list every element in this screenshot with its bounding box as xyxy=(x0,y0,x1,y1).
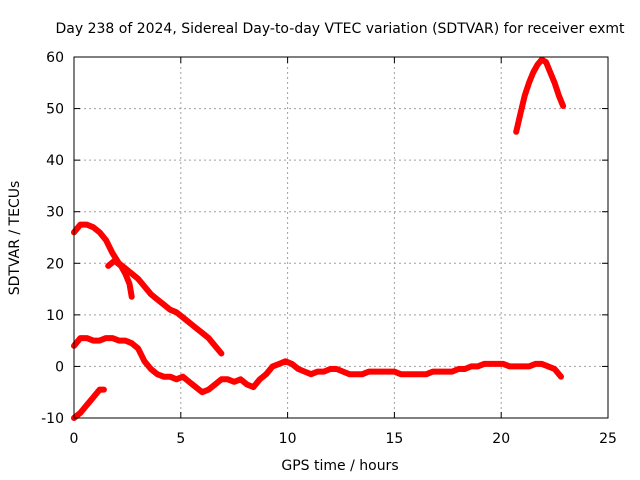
y-tick-label: 30 xyxy=(46,205,64,221)
x-tick-label: 25 xyxy=(599,431,617,447)
x-tick-label: 10 xyxy=(279,431,297,447)
y-tick-label: 40 xyxy=(46,153,64,169)
series-line-arc-e xyxy=(513,56,567,135)
series-line-arc-b xyxy=(105,257,135,300)
x-tick-label: 15 xyxy=(385,431,403,447)
x-tick-label: 5 xyxy=(176,431,185,447)
series-line-arc-a xyxy=(71,221,225,357)
chart-title: Day 238 of 2024, Sidereal Day-to-day VTE… xyxy=(56,21,626,37)
y-tick-label: -10 xyxy=(41,411,64,427)
tick-layer: 0 5 10 15 20 25 -10 0 10 20 30 40 50 60 xyxy=(41,50,617,447)
series-layer xyxy=(71,56,567,421)
y-tick-label: 50 xyxy=(46,102,64,118)
x-axis-label: GPS time / hours xyxy=(281,458,398,474)
y-tick-label: 0 xyxy=(55,359,64,375)
y-tick-label: 20 xyxy=(46,256,64,272)
y-tick-label: 10 xyxy=(46,308,64,324)
series-line-arc-d xyxy=(71,386,107,421)
x-tick-label: 0 xyxy=(70,431,79,447)
y-axis-label: SDTVAR / TECUs xyxy=(7,181,23,296)
plot-frame xyxy=(73,56,609,419)
x-tick-label: 20 xyxy=(492,431,510,447)
y-tick-label: 60 xyxy=(46,50,64,66)
series-line-arc-c xyxy=(71,335,564,396)
